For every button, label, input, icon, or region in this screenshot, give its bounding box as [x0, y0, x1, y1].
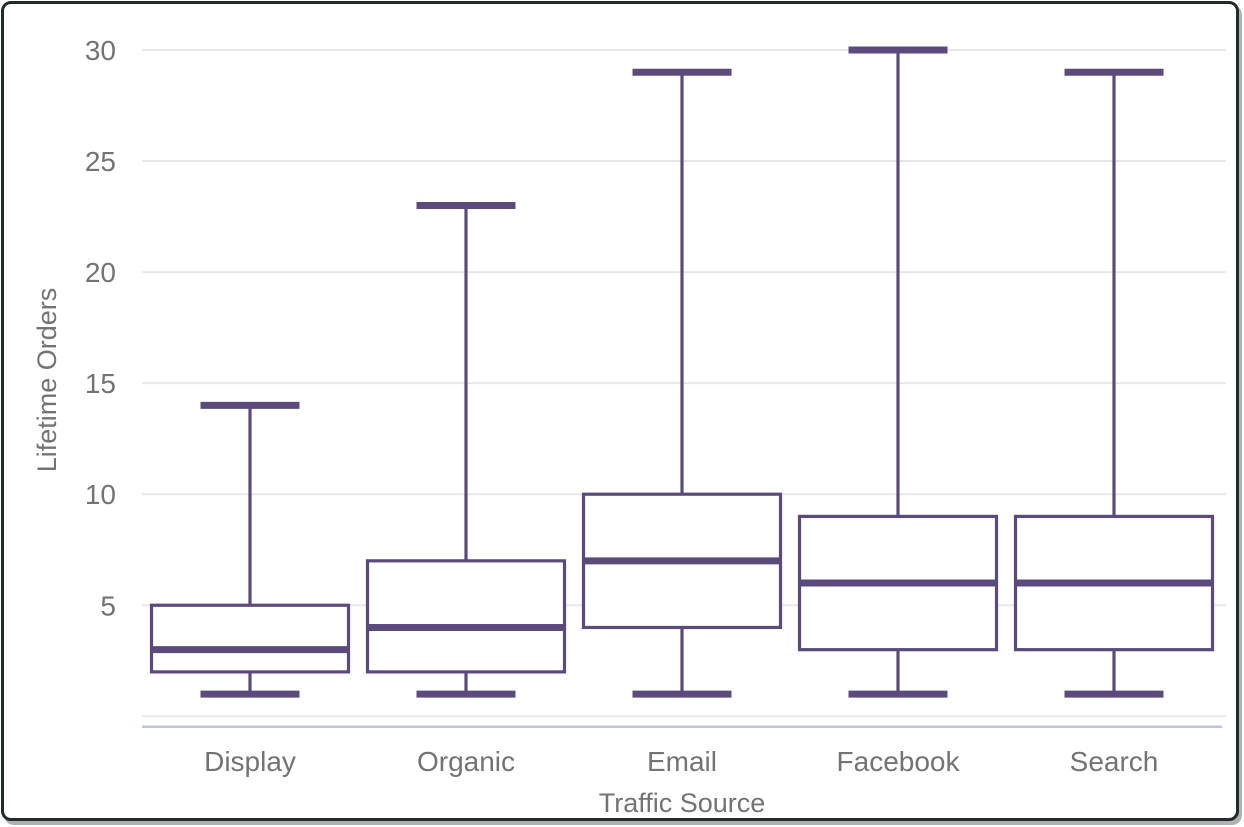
boxplot-email[interactable]: [581, 68, 783, 698]
x-tick-label-organic: Organic: [417, 746, 515, 777]
boxplot-organic[interactable]: [365, 201, 567, 698]
boxplot-display[interactable]: [149, 401, 351, 698]
box-layer: [149, 46, 1215, 698]
boxplot-chart: 5 10 15 20 25 30 Display Organic Email Facebook Se…: [32, 35, 1226, 818]
boxplot-search[interactable]: [1013, 68, 1215, 698]
iqr-box[interactable]: [365, 559, 567, 674]
x-tick-label-search: Search: [1070, 746, 1159, 777]
boxplot-facebook[interactable]: [797, 46, 999, 698]
tick-layer: 5 10 15 20 25 30 Display Organic Email Facebook Se…: [85, 35, 1159, 777]
y-tick-label-10: 10: [85, 479, 116, 510]
iqr-box[interactable]: [149, 603, 351, 674]
x-tick-label-display: Display: [204, 746, 296, 777]
y-axis-title: Lifetime Orders: [32, 288, 62, 473]
y-tick-label-5: 5: [100, 590, 116, 621]
x-tick-label-email: Email: [647, 746, 717, 777]
y-tick-label-20: 20: [85, 257, 116, 288]
y-tick-label-30: 30: [85, 35, 116, 66]
x-axis-title: Traffic Source: [599, 788, 766, 818]
x-tick-label-facebook: Facebook: [837, 746, 961, 777]
y-tick-label-25: 25: [85, 146, 116, 177]
y-tick-label-15: 15: [85, 368, 116, 399]
